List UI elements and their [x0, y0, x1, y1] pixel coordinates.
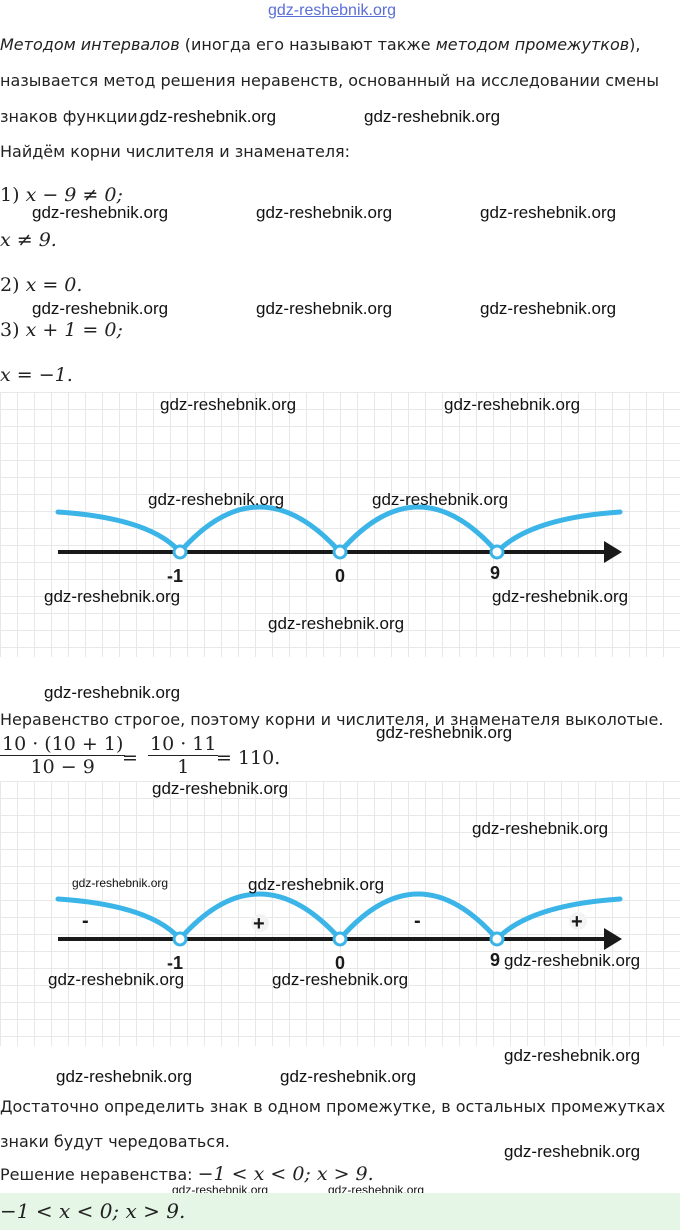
arc-1	[177, 891, 343, 942]
tick-label-9: 9	[490, 563, 500, 583]
point-9	[489, 544, 505, 560]
watermark: gdz-reshebnik.org	[272, 970, 409, 989]
tick-label-9: 9	[490, 950, 500, 970]
tick-label-0: 0	[335, 953, 345, 973]
watermark: gdz-reshebnik.org	[256, 203, 393, 222]
watermark: gdz-reshebnik.org	[504, 1046, 641, 1065]
watermark: gdz-reshebnik.org	[160, 395, 297, 414]
watermark: gdz-reshebnik.org	[492, 587, 629, 606]
watermark-top[interactable]: gdz-reshebnik.org	[268, 2, 397, 19]
point-0	[332, 544, 348, 560]
calc-result: = 110.	[216, 747, 281, 769]
watermark: gdz-reshebnik.org	[504, 951, 641, 970]
arc-right	[494, 509, 623, 555]
watermark: gdz-reshebnik.org	[248, 875, 385, 894]
number-line-1: -1 0 9	[55, 504, 623, 586]
point-minus-1	[172, 931, 188, 947]
answer-text: −1 < x < 0; x > 9.	[0, 1199, 186, 1223]
term-interval-method: Методом интервалов	[0, 35, 180, 54]
watermark: gdz-reshebnik.org	[480, 299, 617, 318]
point-0	[332, 931, 348, 947]
tick-label-minus-1: -1	[167, 953, 183, 973]
arc-right	[494, 896, 623, 942]
arc-2	[337, 504, 500, 555]
fraction-1: 10 · (10 + 1) 10 − 9	[0, 733, 126, 778]
sign-interval-2: +	[253, 913, 265, 935]
arc-left	[55, 509, 183, 555]
intro-line-3: знаков функции.	[0, 107, 143, 126]
watermark: gdz-reshebnik.org	[268, 614, 405, 633]
watermark: gdz-reshebnik.org	[376, 723, 513, 742]
watermark: gdz-reshebnik.org	[44, 683, 181, 702]
intro-line-1: Методом интервалов (иногда его называют …	[0, 35, 641, 54]
fraction-2: 10 · 11 1	[148, 733, 219, 778]
conclusion-line-2: знаки будут чередоваться.	[0, 1132, 230, 1151]
watermark: gdz-reshebnik.org	[140, 107, 277, 126]
watermark: gdz-reshebnik.org	[32, 203, 169, 222]
watermark: gdz-reshebnik.org	[148, 490, 285, 509]
equals-sign: =	[122, 747, 138, 769]
sign-bg	[569, 912, 587, 930]
step-1: 1) x − 9 ≠ 0;	[0, 184, 123, 206]
number-line-figure-2: -1 0 9 - + - + gdz-reshebnik.org gdz-res…	[0, 781, 680, 1046]
step-3-result: x = −1.	[0, 364, 73, 386]
answer-box: −1 < x < 0; x > 9.	[0, 1193, 680, 1230]
point-minus-1	[172, 544, 188, 560]
watermark: gdz-reshebnik.org	[256, 299, 393, 318]
watermark: gdz-reshebnik.org	[32, 299, 169, 318]
number-line-figure-1: -1 0 9 gdz-reshebnik.org gdz-reshebnik.o…	[0, 392, 680, 657]
watermark: gdz-reshebnik.org	[44, 587, 181, 606]
arc-left	[55, 896, 183, 942]
watermark: gdz-reshebnik.org	[372, 490, 509, 509]
watermark: gdz-reshebnik.org	[364, 107, 501, 126]
number-line-2: -1 0 9 - + - +	[55, 891, 623, 973]
term-gap-method: методом промежутков	[435, 35, 630, 54]
watermark: gdz-reshebnik.org	[280, 1067, 417, 1086]
step-1-result: x ≠ 9.	[0, 229, 57, 251]
watermark: gdz-reshebnik.org	[504, 1142, 641, 1161]
watermark: gdz-reshebnik.org	[72, 876, 169, 890]
step-2: 2) x = 0.	[0, 274, 83, 296]
sign-interval-4: +	[571, 911, 583, 933]
arc-2	[337, 891, 500, 942]
find-roots-text: Найдём корни числителя и знаменателя:	[0, 142, 351, 161]
watermark: gdz-reshebnik.org	[56, 1067, 193, 1086]
sign-interval-1: -	[82, 910, 89, 932]
axis-arrow-icon	[604, 928, 622, 950]
point-9	[489, 931, 505, 947]
axis-arrow-icon	[604, 541, 622, 563]
solution-line: Решение неравенства: −1 < x < 0; x > 9.	[0, 1163, 374, 1185]
watermark: gdz-reshebnik.org	[444, 395, 581, 414]
intro-line-2: называется метод решения неравенств, осн…	[0, 71, 660, 90]
arc-1	[177, 504, 343, 555]
tick-label-0: 0	[335, 566, 345, 586]
watermark: gdz-reshebnik.org	[152, 779, 289, 798]
conclusion-line-1: Достаточно определить знак в одном проме…	[0, 1097, 666, 1116]
watermark: gdz-reshebnik.org	[48, 970, 185, 989]
step-3: 3) x + 1 = 0;	[0, 319, 123, 341]
sign-bg	[251, 914, 269, 932]
strict-note: Неравенство строгое, поэтому корни и чис…	[0, 710, 664, 729]
tick-label-minus-1: -1	[167, 566, 183, 586]
sign-interval-3: -	[414, 910, 421, 932]
watermark: gdz-reshebnik.org	[480, 203, 617, 222]
watermark: gdz-reshebnik.org	[472, 819, 609, 838]
